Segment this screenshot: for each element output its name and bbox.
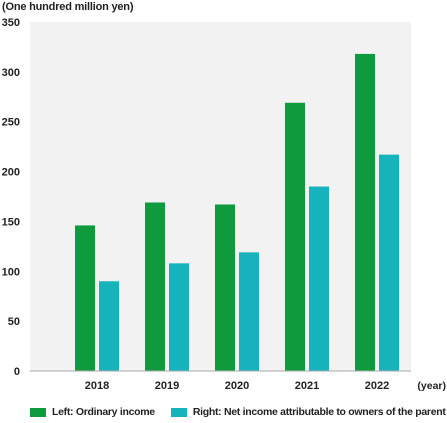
bar-ordinary-income-2021 xyxy=(285,102,305,372)
x-tick-label: 2019 xyxy=(155,380,179,392)
legend: Left: Ordinary income Right: Net income … xyxy=(30,406,446,418)
y-axis: 0 50 100 150 200 250 300 350 xyxy=(2,17,20,378)
x-axis: 2018 2019 2020 2021 2022 xyxy=(85,380,389,392)
x-tick-label: 2021 xyxy=(295,380,319,392)
x-unit-label: (year) xyxy=(417,380,446,392)
bar-ordinary-income-2020 xyxy=(215,204,235,371)
bar-ordinary-income-2022 xyxy=(355,53,375,372)
x-tick-label: 2022 xyxy=(365,380,389,392)
y-tick-label: 100 xyxy=(2,266,20,278)
bar-ordinary-income-2019 xyxy=(145,202,165,371)
bar-net-income-2022 xyxy=(379,154,399,371)
legend-item-ordinary-income: Left: Ordinary income xyxy=(30,406,155,418)
legend-item-net-income: Right: Net income attributable to owners… xyxy=(170,406,446,418)
bar-net-income-2020 xyxy=(239,252,259,371)
legend-label-ordinary-income: Left: Ordinary income xyxy=(52,406,155,418)
y-tick-label: 350 xyxy=(2,17,20,29)
legend-label-net-income: Right: Net income attributable to owners… xyxy=(192,406,446,418)
legend-swatch-net-income xyxy=(170,407,187,417)
bar-net-income-2019 xyxy=(169,263,189,371)
legend-swatch-ordinary-income xyxy=(30,407,46,417)
y-unit-label: (One hundred million yen) xyxy=(2,1,134,13)
bar-net-income-2018 xyxy=(99,281,119,371)
bar-ordinary-income-2018 xyxy=(75,225,95,371)
y-tick-label: 0 xyxy=(14,366,20,378)
y-tick-label: 200 xyxy=(2,167,20,179)
y-tick-label: 150 xyxy=(2,216,20,228)
y-tick-label: 250 xyxy=(2,117,20,129)
y-tick-label: 300 xyxy=(2,67,20,79)
x-tick-label: 2020 xyxy=(225,380,249,392)
x-tick-label: 2018 xyxy=(85,380,109,392)
bar-net-income-2021 xyxy=(309,186,329,371)
y-tick-label: 50 xyxy=(8,316,20,328)
bars xyxy=(75,53,399,372)
